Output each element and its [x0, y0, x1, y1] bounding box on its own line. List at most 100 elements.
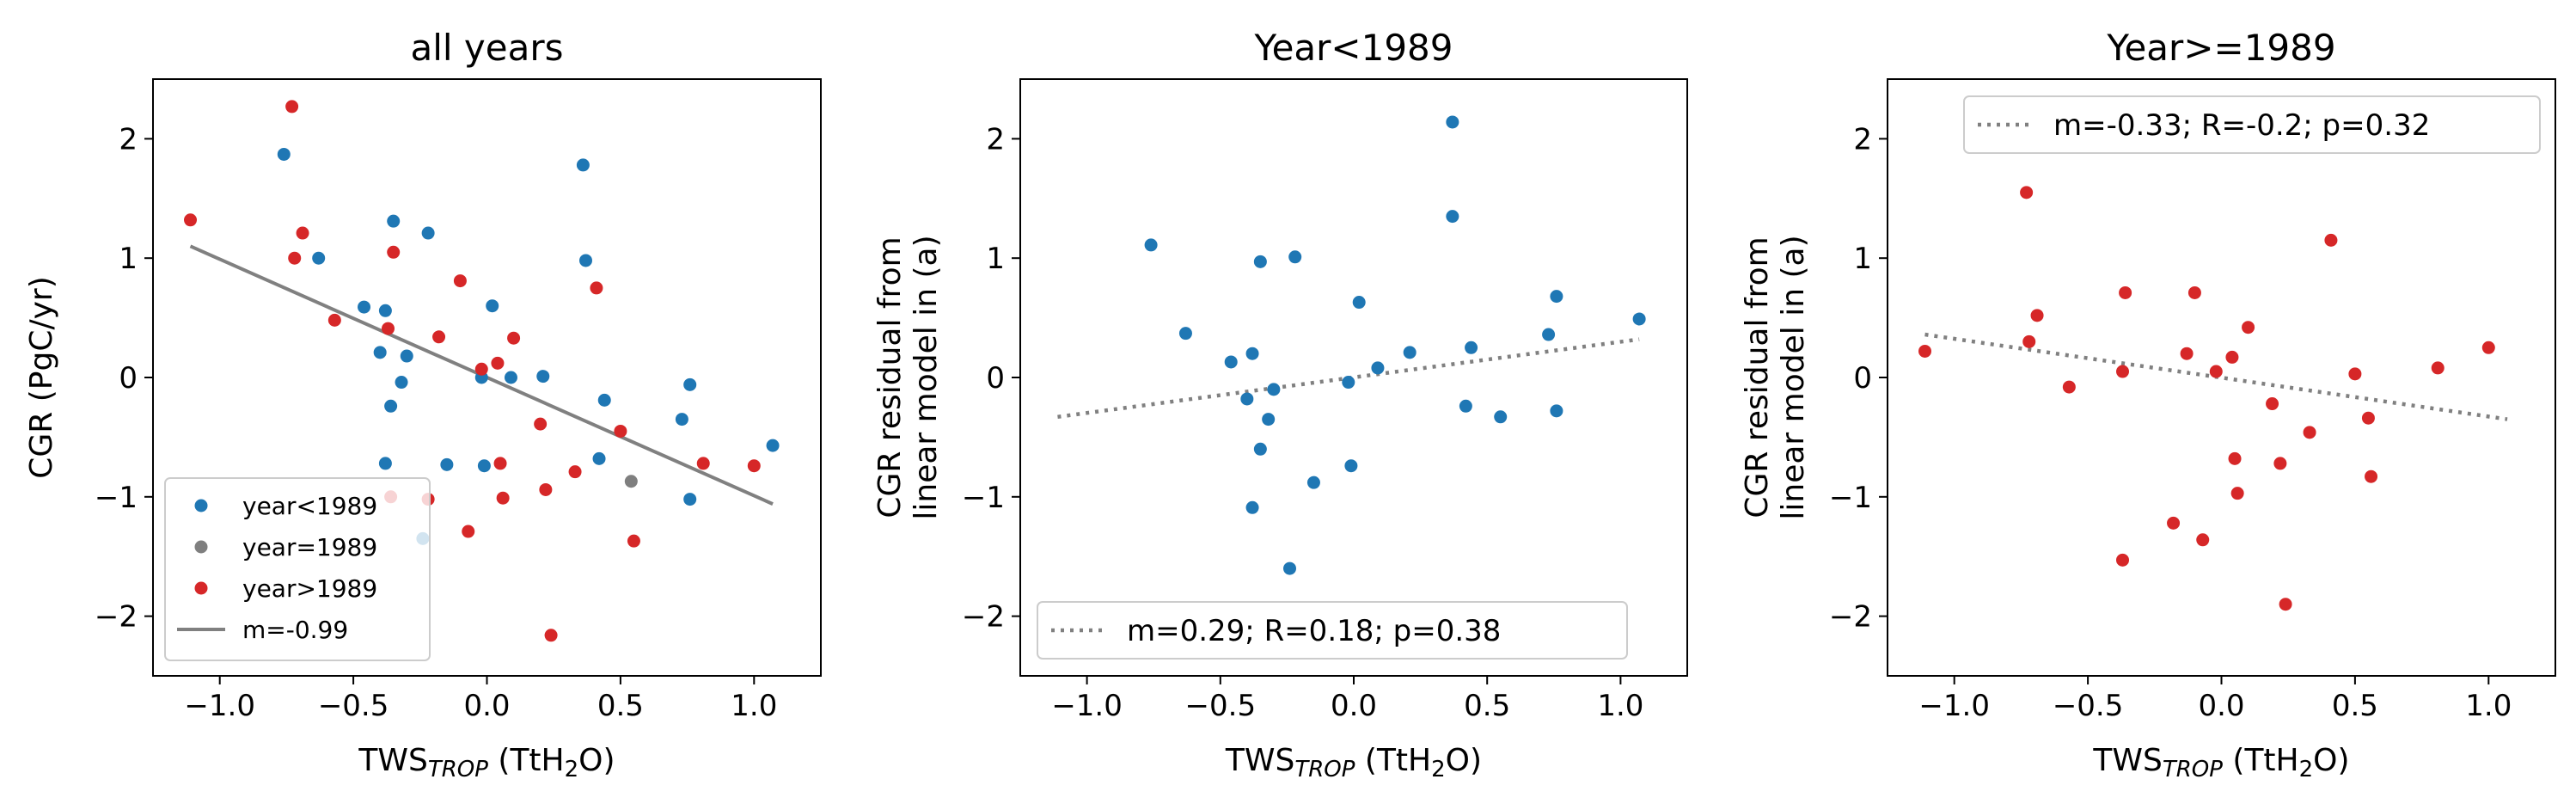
x-axis-label: TWSTROP (TtH2O)	[358, 743, 615, 782]
data-point	[491, 356, 505, 370]
data-point	[2481, 341, 2495, 354]
x-tick-label: 0.0	[2198, 689, 2244, 723]
data-point	[2230, 487, 2244, 500]
legend-marker	[194, 499, 208, 512]
data-point	[1245, 500, 1259, 514]
y-axis-label-line: linear model in (a)	[1776, 235, 1811, 519]
legend-label: year>1989	[242, 574, 377, 603]
data-point	[1632, 312, 1646, 326]
x-axis-label-unit-subscript: 2	[2299, 757, 2314, 782]
data-point	[1550, 404, 1563, 418]
data-point	[1446, 115, 1459, 129]
legend-label: year<1989	[242, 492, 377, 520]
plot-frame	[1887, 78, 2556, 677]
data-point	[683, 377, 697, 391]
y-tick-label: −2	[95, 600, 138, 635]
plot-frame	[1019, 78, 1688, 677]
data-point	[747, 459, 761, 473]
data-point	[2022, 334, 2036, 348]
data-point	[578, 254, 592, 267]
x-tick-label: −1.0	[1051, 689, 1123, 723]
legend-label: year=1989	[242, 533, 377, 561]
x-axis-label-unit: (TtH	[2223, 743, 2299, 778]
data-point	[1550, 290, 1563, 304]
x-tick-label: −0.5	[2053, 689, 2124, 723]
data-point	[327, 313, 341, 327]
panel-1: all years−1.0 −0.5 0.0 0.5 1.0−2−1012TWSTROP…	[24, 27, 822, 782]
data-point	[1371, 361, 1385, 375]
y-axis-label-line: linear model in (a)	[909, 235, 944, 519]
data-point	[184, 213, 198, 227]
x-tick-label: −0.5	[1185, 689, 1257, 723]
data-point	[288, 251, 302, 265]
x-axis-label-unit-subscript: 2	[565, 757, 579, 782]
data-point	[592, 451, 606, 465]
data-point	[614, 424, 627, 438]
x-axis-label-unit-subscript: 2	[1431, 757, 1446, 782]
y-axis-label-line: CGR residual from	[1740, 236, 1775, 518]
x-axis-label-subscript: TROP	[428, 757, 488, 782]
data-point	[2187, 285, 2201, 299]
data-point	[486, 299, 499, 313]
data-point	[474, 362, 488, 376]
data-point	[453, 274, 467, 288]
data-point	[683, 493, 697, 506]
data-point	[1267, 383, 1281, 396]
x-tick-label: −1.0	[184, 689, 255, 723]
y-axis-label: CGR (PgC/yr)	[24, 276, 59, 479]
data-point	[675, 413, 688, 426]
data-point	[1253, 255, 1267, 268]
data-point	[1459, 399, 1472, 413]
y-tick-label: 0	[1853, 361, 1872, 396]
data-point	[2116, 365, 2130, 378]
data-point	[378, 304, 392, 317]
data-point	[1918, 344, 1932, 358]
y-tick-label: −1	[962, 481, 1005, 515]
x-tick-label: 0.0	[1331, 689, 1377, 723]
data-point	[1144, 238, 1158, 252]
y-tick-label: −2	[962, 600, 1005, 635]
data-point	[1288, 250, 1302, 264]
x-axis-label-main: TWS	[358, 743, 427, 778]
data-point	[2242, 321, 2255, 334]
data-point	[387, 245, 401, 259]
y-tick-label: 2	[986, 122, 1005, 156]
x-tick-label: −1.0	[1918, 689, 1990, 723]
data-point	[1352, 296, 1366, 310]
data-point	[2361, 411, 2375, 425]
y-axis-label-line: CGR residual from	[872, 236, 908, 518]
data-point	[597, 393, 611, 407]
x-axis-label-unit-end: O)	[578, 743, 615, 778]
y-tick-label: 2	[119, 122, 138, 156]
x-tick-label: −0.5	[318, 689, 389, 723]
data-point	[1253, 442, 1267, 456]
x-tick-label: 0.5	[597, 689, 644, 723]
data-point	[285, 100, 299, 114]
data-point	[1403, 346, 1416, 359]
data-point	[1240, 392, 1254, 406]
data-point	[1262, 413, 1276, 426]
data-point	[576, 158, 590, 172]
data-point	[496, 491, 510, 505]
data-point	[544, 629, 558, 642]
data-point	[2431, 361, 2444, 375]
panel-title: all years	[410, 27, 563, 69]
data-point	[536, 370, 550, 384]
data-point	[2196, 533, 2210, 547]
data-point	[373, 346, 387, 359]
y-tick-label: −1	[95, 481, 138, 515]
data-point	[627, 534, 640, 548]
data-point	[2180, 347, 2194, 360]
data-point	[432, 330, 446, 344]
data-point	[2167, 516, 2181, 530]
data-point	[2266, 397, 2279, 411]
legend-box	[164, 477, 431, 661]
data-point	[2365, 469, 2378, 483]
data-point	[1245, 347, 1259, 360]
x-axis-label-main: TWS	[2092, 743, 2162, 778]
x-axis-label-main: TWS	[1225, 743, 1294, 778]
x-axis-label: TWSTROP (TtH2O)	[2092, 743, 2349, 782]
data-point	[382, 322, 395, 335]
plot-frame	[152, 78, 822, 677]
data-point	[477, 459, 491, 473]
